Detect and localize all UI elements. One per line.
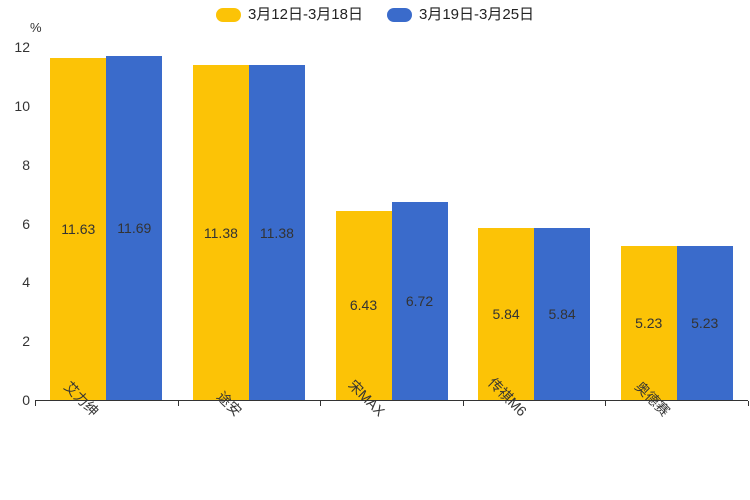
bar-series1 [192, 65, 249, 400]
legend-item-series1[interactable]: 3月12日-3月18日 [215, 6, 363, 24]
bar-series1 [620, 246, 677, 400]
x-axis-tick [748, 401, 749, 406]
bar-series2 [676, 246, 733, 400]
x-axis-line [35, 400, 748, 401]
bar-value-label: 11.63 [61, 220, 96, 237]
y-tick-label: 12 [14, 39, 30, 55]
y-tick-label: 4 [22, 274, 30, 291]
bar-value-label: 5.23 [691, 315, 719, 332]
bar-value-label: 5.23 [635, 315, 663, 332]
y-tick-label: 8 [22, 156, 30, 173]
x-axis-tick [605, 401, 607, 406]
legend-label: 3月19日-3月25日 [419, 6, 535, 23]
bar-series1 [50, 57, 107, 400]
y-tick-label: 10 [14, 97, 30, 114]
bar-value-label: 11.38 [203, 224, 238, 241]
legend-swatch-icon [387, 8, 412, 22]
bar-series2 [248, 65, 305, 400]
x-axis-tick [35, 401, 36, 406]
y-axis-unit-label: % [30, 20, 42, 35]
y-tick-label: 6 [22, 215, 30, 232]
bar-value-label: 6.43 [349, 297, 378, 314]
bar-value-label: 11.69 [117, 220, 152, 237]
bar-series2 [106, 56, 163, 400]
bar-value-label: 5.84 [548, 306, 576, 323]
bar-value-label: 6.72 [405, 293, 434, 310]
bar-value-label: 11.38 [259, 224, 294, 241]
legend-swatch-icon [215, 8, 241, 22]
bar-value-label: 5.84 [492, 306, 520, 323]
x-axis-tick [177, 401, 179, 406]
x-axis-tick [320, 401, 322, 406]
legend-item-series2[interactable]: 3月19日-3月25日 [387, 6, 534, 24]
bar-series1 [478, 228, 535, 400]
bar-series2 [534, 228, 591, 400]
bar-series2 [391, 202, 448, 400]
legend: 3月12日-3月18日 3月19日-3月25日 [0, 6, 750, 24]
bar-series1 [335, 210, 392, 400]
y-tick-label: 0 [22, 392, 30, 408]
legend-label: 3月12日-3月18日 [247, 6, 363, 23]
y-tick-label: 2 [22, 333, 30, 350]
x-axis-tick [462, 401, 464, 406]
